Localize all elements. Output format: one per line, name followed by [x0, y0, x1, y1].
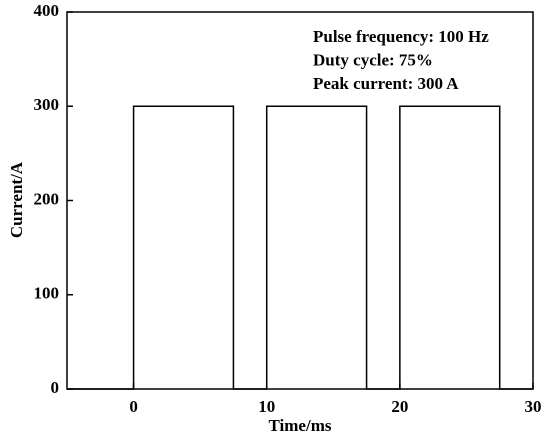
x-tick-label: 0: [129, 397, 138, 416]
y-tick-label: 200: [34, 189, 60, 208]
annotation: Peak current: 300 A: [313, 74, 459, 93]
x-tick-label: 30: [525, 397, 542, 416]
x-tick-label: 20: [391, 397, 408, 416]
plot-frame: [66, 11, 534, 390]
annotation: Duty cycle: 75%: [313, 50, 433, 69]
annotation: Pulse frequency: 100 Hz: [313, 27, 489, 46]
y-tick-label: 0: [51, 378, 60, 397]
x-tick-label: 10: [258, 397, 275, 416]
x-axis-title: Time/ms: [269, 416, 332, 435]
y-tick-label: 400: [34, 1, 60, 20]
y-tick-label: 300: [34, 95, 60, 114]
y-axis-title: Current/A: [7, 161, 26, 238]
pulse-line: [67, 105, 533, 390]
y-tick-label: 100: [34, 284, 60, 303]
